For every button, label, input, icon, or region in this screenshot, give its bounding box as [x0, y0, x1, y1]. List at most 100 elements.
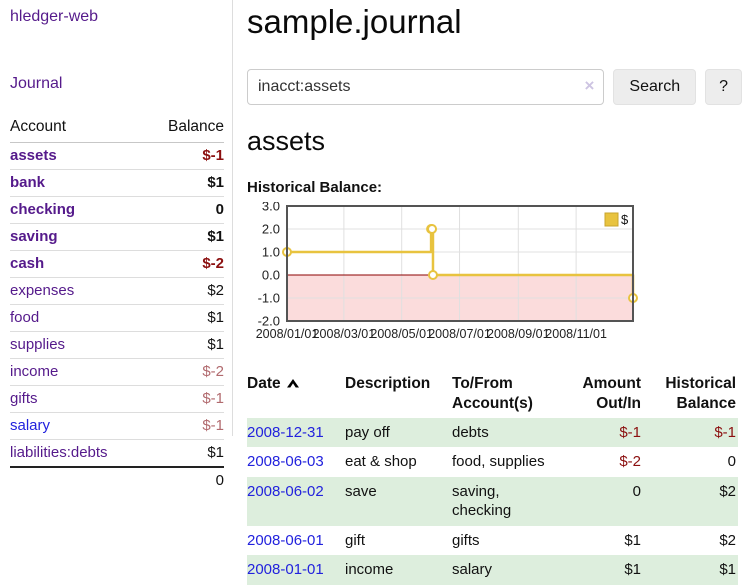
transaction-description: gift: [345, 531, 366, 549]
page-title: sample.journal: [247, 3, 462, 40]
account-row: expenses $2: [10, 277, 224, 305]
account-balance: $-2: [145, 250, 224, 278]
account-balance: $1: [145, 304, 224, 332]
account-link[interactable]: bank: [10, 174, 46, 191]
account-link[interactable]: checking: [10, 201, 76, 218]
transaction-date-link[interactable]: 2008-06-03: [247, 453, 324, 471]
account-balance: $1: [145, 169, 224, 197]
account-link[interactable]: supplies: [10, 336, 66, 353]
account-row: supplies $1: [10, 331, 224, 359]
register-row: 2008-01-01 income salary $1 $1: [247, 555, 738, 585]
transaction-amount: $-1: [619, 423, 641, 441]
chart-canvas[interactable]: $3.0 2.0 1.0 0.0 -1.0 -2.02008/01/012008/03/0…: [247, 199, 677, 352]
transaction-balance: $1: [719, 561, 736, 579]
svg-text:2008/09/01: 2008/09/01: [487, 327, 550, 341]
transaction-date-link[interactable]: 2008-01-01: [247, 561, 324, 579]
account-link[interactable]: expenses: [10, 282, 75, 299]
sort-asc-icon: [286, 374, 300, 394]
account-link[interactable]: assets: [10, 147, 57, 164]
account-row: assets $-1: [10, 142, 224, 170]
transaction-description: income: [345, 561, 394, 579]
svg-text:-2.0: -2.0: [258, 314, 280, 329]
accounts-total-row: 0: [10, 466, 224, 494]
svg-text:2008/01/01: 2008/01/01: [256, 327, 319, 341]
transaction-description: eat & shop: [345, 453, 417, 471]
account-link[interactable]: cash: [10, 255, 45, 272]
account-balance: $-1: [145, 142, 224, 170]
account-row: cash $-2: [10, 250, 224, 278]
main-content: sample.journal × Search ? assets Histori…: [247, 0, 742, 585]
transaction-accounts: saving, checking: [452, 482, 512, 520]
transaction-amount: $1: [624, 561, 641, 579]
account-link[interactable]: liabilities:debts: [10, 444, 108, 461]
transaction-accounts: debts: [452, 423, 489, 441]
svg-text:2008/07/01: 2008/07/01: [428, 327, 491, 341]
account-link[interactable]: saving: [10, 228, 58, 245]
account-balance: 0: [145, 196, 224, 224]
account-row: salary $-1: [10, 412, 224, 440]
account-row: liabilities:debts $1: [10, 439, 224, 467]
account-row: checking 0: [10, 196, 224, 224]
account-row: bank $1: [10, 169, 224, 197]
svg-text:-1.0: -1.0: [258, 291, 280, 306]
account-balance: $1: [145, 331, 224, 359]
transaction-amount: 0: [632, 482, 641, 500]
svg-text:3.0: 3.0: [262, 202, 280, 214]
help-button[interactable]: ?: [705, 69, 742, 105]
account-link[interactable]: salary: [10, 417, 51, 434]
account-balance: $2: [145, 277, 224, 305]
account-row: food $1: [10, 304, 224, 332]
historical-balance-chart[interactable]: $3.0 2.0 1.0 0.0 -1.0 -2.0 2008/01/01 2008/03/0…: [247, 199, 742, 356]
search-form: × Search ?: [247, 69, 742, 105]
account-balance: $-2: [145, 358, 224, 386]
transaction-date-link[interactable]: 2008-06-01: [247, 531, 324, 549]
account-balance: $-1: [145, 385, 224, 413]
transaction-description: pay off: [345, 423, 390, 441]
transaction-balance: $2: [719, 482, 736, 500]
transaction-balance: $-1: [714, 423, 736, 441]
svg-text:1.0: 1.0: [262, 245, 280, 260]
register-row: 2008-12-31 pay off debts $-1 $-1: [247, 417, 738, 448]
transaction-accounts: food, supplies: [452, 453, 545, 471]
account-row: income $-2: [10, 358, 224, 386]
register-header-description: Description: [345, 375, 431, 392]
sidebar: hledger-web Journal Account Balance asse…: [0, 0, 233, 494]
transaction-accounts: gifts: [452, 531, 480, 549]
register-table: Date Description To/From Account(s) Amou…: [247, 372, 738, 585]
svg-text:2.0: 2.0: [262, 222, 280, 237]
accounts-table: Account Balance assets $-1 bank $1 checking 0…: [10, 116, 224, 494]
register-header-amount: Amount Out/In: [582, 375, 641, 412]
accounts-total-value: 0: [10, 466, 224, 494]
account-heading: assets: [247, 126, 326, 156]
accounts-header-account: Account: [10, 116, 146, 143]
account-row: gifts $-1: [10, 385, 224, 413]
account-balance: $1: [145, 223, 224, 251]
transaction-balance: 0: [727, 453, 736, 471]
transaction-amount: $1: [624, 531, 641, 549]
account-balance: $-1: [145, 412, 224, 440]
register-row: 2008-06-02 save saving, checking 0 $2: [247, 476, 738, 526]
transaction-date-link[interactable]: 2008-12-31: [247, 423, 324, 441]
account-link[interactable]: food: [10, 309, 40, 326]
transaction-date-link[interactable]: 2008-06-02: [247, 482, 324, 500]
register-row: 2008-06-03 eat & shop food, supplies $-2 0: [247, 447, 738, 477]
register-header-balance: Historical Balance: [665, 375, 736, 412]
transaction-accounts: salary: [452, 561, 493, 579]
clear-search-icon[interactable]: ×: [584, 76, 595, 95]
svg-text:2008/03/01: 2008/03/01: [313, 327, 376, 341]
transaction-amount: $-2: [619, 453, 641, 471]
account-balance: $1: [145, 439, 224, 467]
register-row: 2008-06-01 gift gifts $1 $2: [247, 526, 738, 556]
search-input[interactable]: [247, 69, 605, 105]
register-header-date-label: Date: [247, 375, 281, 392]
transaction-description: save: [345, 482, 377, 500]
account-link[interactable]: gifts: [10, 390, 38, 407]
search-button[interactable]: Search: [613, 69, 697, 105]
chart-title: Historical Balance:: [247, 179, 383, 196]
svg-text:2008/05/01: 2008/05/01: [370, 327, 433, 341]
brand-link[interactable]: hledger-web: [10, 8, 99, 25]
sidebar-item-journal[interactable]: Journal: [10, 75, 63, 92]
account-link[interactable]: income: [10, 363, 59, 380]
register-header-date[interactable]: Date: [247, 372, 345, 418]
transaction-balance: $2: [719, 531, 736, 549]
